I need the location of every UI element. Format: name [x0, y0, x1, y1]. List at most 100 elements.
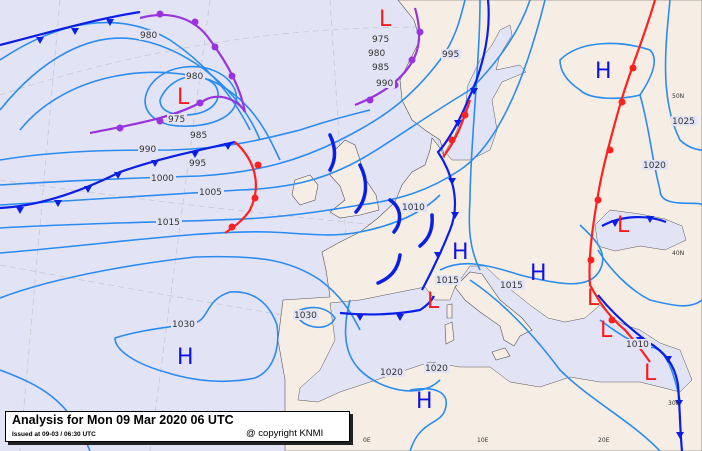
cold-front-triangle — [16, 207, 24, 214]
cold-front-iberia — [339, 295, 435, 316]
map-labels: 980 980 975 985 990 995 1000 1005 1015 975 980 985 9… — [138, 7, 697, 444]
isobar-label-background — [188, 158, 208, 168]
trough-uk-1 — [328, 133, 337, 172]
isobar-label-background — [625, 339, 651, 349]
warm-front-semicircle — [228, 223, 236, 231]
cold-front-black-sea — [601, 215, 667, 227]
sea-baltic — [444, 24, 527, 161]
isobar-label-background — [371, 62, 391, 72]
occluded-front-symbol — [156, 117, 164, 125]
isobar-label-background — [150, 173, 176, 183]
low-pressure-center: L — [644, 361, 657, 386]
cold-front-triangle — [611, 220, 619, 227]
isobar-label-background — [171, 319, 197, 329]
warm-front-scandinavia — [442, 99, 472, 158]
occluded-front-symbol — [116, 124, 124, 132]
isobar-label: 1010 — [402, 203, 425, 213]
cold-front-triangle — [191, 151, 199, 158]
low-pressure-center: L — [600, 318, 613, 343]
trough-france-2 — [376, 253, 402, 285]
front-symbols — [16, 10, 684, 439]
isobar-label-background — [375, 78, 395, 88]
low-pressure-center: L — [427, 289, 440, 314]
isobar-label-background — [156, 217, 182, 227]
cold-front-triangle — [664, 356, 672, 363]
high-pressure-center: H — [452, 240, 469, 265]
cold-front-triangle — [454, 120, 462, 127]
cold-front-triangle — [224, 143, 232, 150]
cold-front-triangle — [71, 28, 79, 35]
isobar-label-background — [379, 367, 405, 377]
high-pressure-center: H — [177, 345, 194, 370]
high-pressure-center: H — [416, 389, 433, 414]
occluded-front-symbol — [228, 72, 236, 80]
isobar-label-background — [367, 48, 387, 58]
isobar-label: 980 — [140, 31, 157, 41]
isobar-label: 1015 — [157, 218, 180, 228]
isobar-label-background — [435, 275, 461, 285]
cold-front-atlantic-north — [0, 10, 141, 47]
isobar-label-background — [424, 363, 450, 373]
isobar-label-background — [198, 187, 224, 197]
graticule-label: 50N — [672, 93, 684, 100]
occluded-front-atlantic-north — [139, 13, 247, 113]
isobar-label: 1015 — [500, 281, 523, 291]
graticule-label: 10E — [477, 437, 489, 444]
graticule-label: 40N — [672, 250, 684, 257]
isobar-label: 1025 — [672, 117, 695, 127]
occluded-front-symbol — [408, 56, 416, 64]
isobar-label: 980 — [186, 72, 203, 82]
isobar-label-background — [642, 160, 668, 170]
isobar-label: 995 — [442, 50, 459, 60]
cold-front-triangle — [675, 400, 683, 407]
occluded-front-symbol — [211, 43, 219, 51]
weather-fronts — [0, 0, 684, 451]
analysis-title: Analysis for Mon 09 Mar 2020 06 UTC — [12, 413, 234, 427]
isobar-label: 1005 — [199, 188, 222, 198]
warm-front-semicircle — [629, 64, 637, 72]
isobar-label: 1030 — [172, 320, 195, 330]
cold-front-triangle — [676, 432, 684, 439]
isobar-label: 975 — [168, 115, 185, 125]
cold-front-triangle — [114, 172, 122, 179]
isobar-label-background — [139, 30, 159, 40]
isobar-label: 990 — [139, 145, 156, 155]
cold-front-triangle — [151, 160, 159, 167]
warm-front-eastern-europe — [588, 0, 657, 363]
isobar-label: 1000 — [151, 174, 174, 184]
graticule-label: 30N — [668, 400, 680, 407]
issued-time: Issued at 09-03 / 06:30 UTC — [12, 431, 96, 438]
isobar-label-background — [401, 202, 427, 212]
warm-front-semicircle — [448, 136, 456, 144]
occluded-front-symbol — [191, 18, 199, 26]
isobar-label: 1020 — [380, 368, 403, 378]
isobar-label-background — [671, 116, 697, 126]
high-pressure-center: H — [530, 261, 547, 286]
land-sardinia — [444, 321, 455, 345]
isobar-label: 1020 — [643, 161, 666, 171]
isobar-label: 985 — [190, 131, 207, 141]
isobar-label: 995 — [189, 159, 206, 169]
low-pressure-center: L — [587, 286, 600, 311]
isobar-label: 985 — [372, 63, 389, 73]
warm-front-semicircle — [254, 161, 262, 169]
isobar-label: 975 — [372, 35, 389, 45]
occluded-front-symbol — [416, 28, 424, 36]
copyright: @ copyright KNMI — [246, 428, 324, 439]
caption-box: Analysis for Mon 09 Mar 2020 06 UTC Issu… — [5, 411, 350, 442]
isobar-label-background — [371, 34, 391, 44]
land-great-britain — [329, 139, 380, 219]
cold-front-scandinavia — [421, 0, 490, 291]
trough-france-1 — [418, 213, 434, 248]
isobar-label-background — [167, 114, 187, 124]
occluded-front-symbol — [156, 10, 164, 18]
warm-front-semicircle — [251, 194, 259, 202]
graticule-label: 0E — [363, 437, 371, 444]
trough-uk-2 — [354, 163, 368, 214]
cold-front-triangle — [451, 212, 459, 219]
isobar-label: 980 — [368, 49, 385, 59]
cold-front-triangle — [470, 88, 478, 95]
warm-front-semicircle — [587, 256, 595, 264]
